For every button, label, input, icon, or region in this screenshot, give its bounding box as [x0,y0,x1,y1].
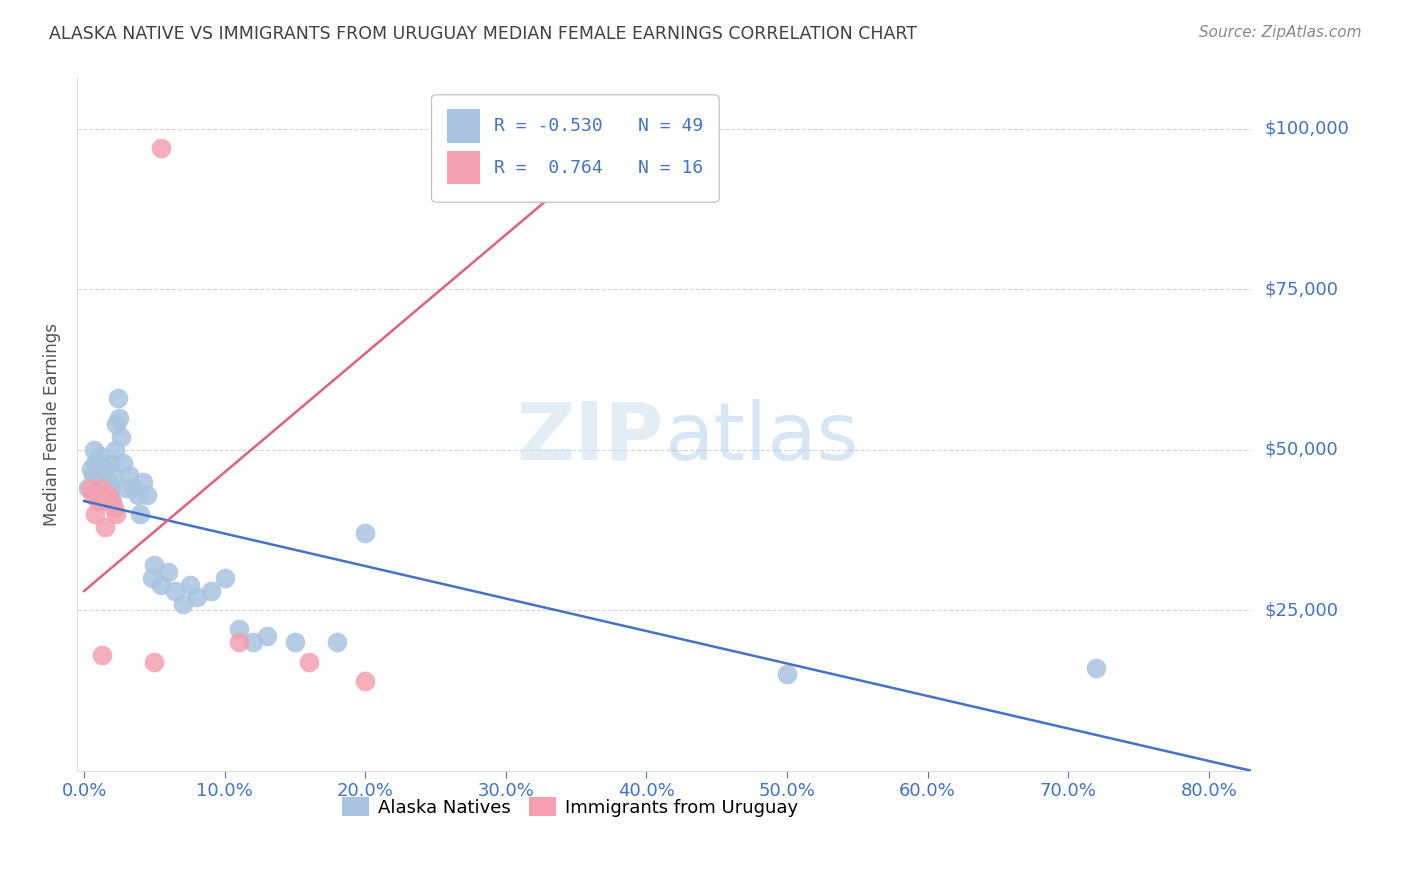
Point [143,558,166,573]
FancyBboxPatch shape [432,95,718,202]
Point [150,141,173,155]
Point [105,417,128,431]
Point [108,410,131,425]
Point [93,481,115,495]
Text: ZIP: ZIP [517,399,664,477]
Point [97,475,120,489]
Point [136,488,159,502]
Point [172,597,194,611]
Point [94,520,117,534]
Point [186,591,208,605]
Point [97,488,120,502]
Text: atlas: atlas [664,399,858,477]
Point [112,456,135,470]
Point [118,468,141,483]
Point [127,488,149,502]
Text: $50,000: $50,000 [1265,441,1339,458]
FancyBboxPatch shape [447,151,479,185]
FancyBboxPatch shape [447,110,479,143]
Point [100,494,122,508]
Text: R = -0.530: R = -0.530 [494,117,603,135]
Point [242,635,264,649]
Point [87,488,110,502]
Point [80,462,103,476]
Point [228,623,250,637]
Point [284,635,307,649]
Point [96,488,118,502]
Point [86,475,108,489]
Point [82,468,104,483]
Point [101,494,124,508]
Y-axis label: Median Female Earnings: Median Female Earnings [44,323,60,525]
Point [256,629,278,643]
Point [103,468,125,483]
Point [84,456,107,470]
Legend: Alaska Natives, Immigrants from Uruguay: Alaska Natives, Immigrants from Uruguay [335,790,806,824]
Point [91,648,114,662]
Point [82,488,104,502]
Point [87,494,110,508]
Text: $25,000: $25,000 [1265,601,1339,619]
Point [84,507,107,521]
Point [90,481,112,495]
Point [104,442,127,457]
Text: Source: ZipAtlas.com: Source: ZipAtlas.com [1198,25,1361,40]
Text: R =  0.764: R = 0.764 [494,159,603,177]
Point [1085,661,1108,675]
Point [83,442,105,457]
Point [141,571,163,585]
Point [200,584,222,599]
Point [298,655,321,669]
Point [115,481,138,495]
Point [91,494,114,508]
Point [79,481,101,495]
Text: N = 16: N = 16 [638,159,703,177]
Point [354,526,377,541]
Point [103,500,125,515]
Point [132,475,155,489]
Point [354,673,377,688]
Point [90,468,112,483]
Point [100,481,122,495]
Point [77,481,100,495]
Point [776,667,799,681]
Point [98,456,121,470]
Text: $75,000: $75,000 [1265,280,1339,298]
Point [179,577,201,591]
Point [165,584,187,599]
Point [129,507,152,521]
Point [110,430,132,444]
Point [107,392,129,406]
Point [157,565,180,579]
Point [89,449,111,463]
Point [150,577,173,591]
Point [214,571,236,585]
Text: ALASKA NATIVE VS IMMIGRANTS FROM URUGUAY MEDIAN FEMALE EARNINGS CORRELATION CHAR: ALASKA NATIVE VS IMMIGRANTS FROM URUGUAY… [49,25,917,43]
Point [105,507,128,521]
Point [326,635,349,649]
Text: $100,000: $100,000 [1265,120,1350,137]
Point [228,635,250,649]
Text: N = 49: N = 49 [638,117,703,135]
Point [122,481,145,495]
Point [94,462,117,476]
Point [143,655,166,669]
